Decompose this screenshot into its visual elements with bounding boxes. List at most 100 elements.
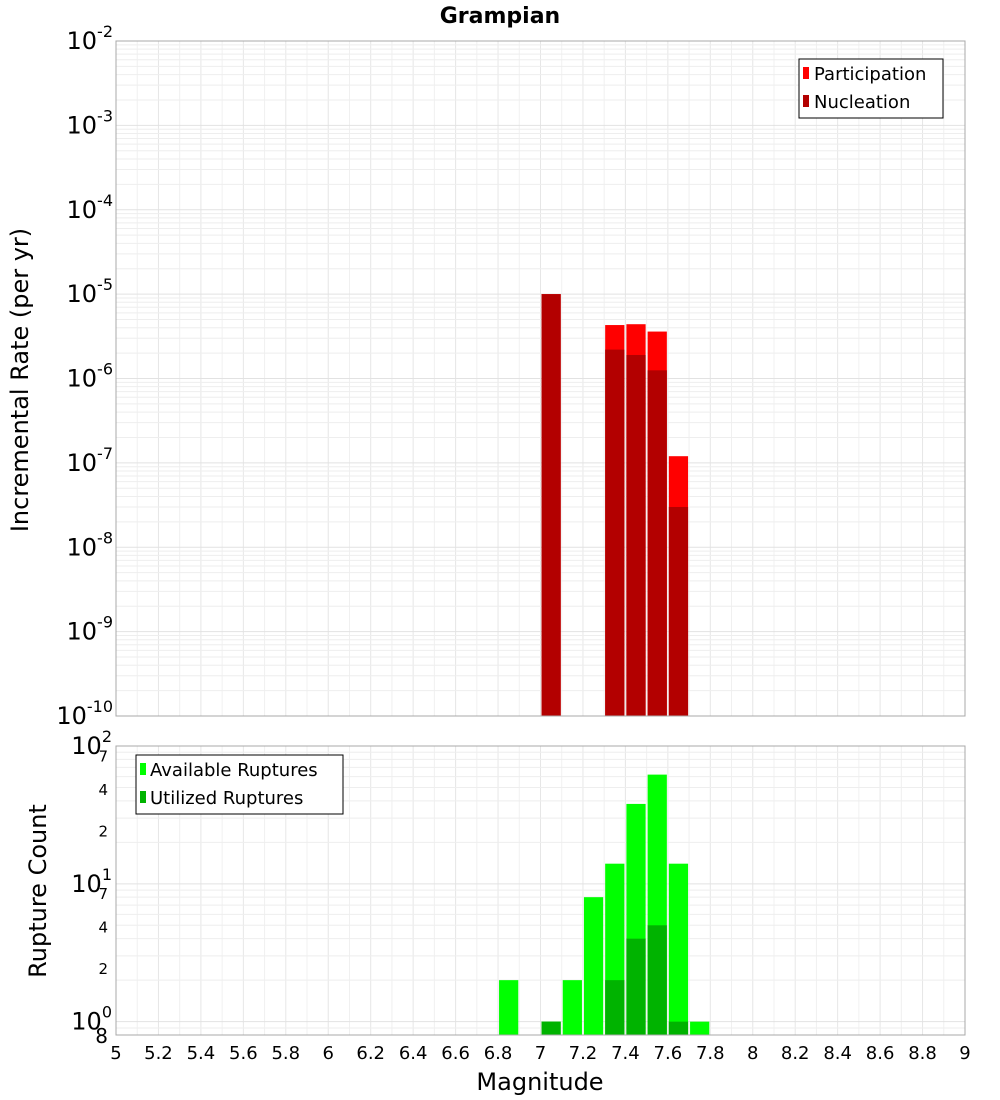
- bottom-plot-border: [115, 745, 966, 1036]
- top-grid: [115, 40, 966, 717]
- top-plot: 10-210-310-410-510-610-710-810-910-10 In…: [6, 22, 966, 730]
- bottom-legend-box: [135, 754, 344, 815]
- x-tick-label: 6.2: [356, 1043, 385, 1064]
- y-tick-label: 100: [71, 1003, 112, 1036]
- top-bars: [541, 294, 689, 716]
- x-tick-label: 7.6: [654, 1043, 683, 1064]
- y-tick-exponent: -6: [97, 360, 113, 379]
- bottom-y-axis-label: Rupture Count: [24, 804, 52, 978]
- bottom-bars: [499, 774, 710, 1035]
- bar-utilized-ruptures: [605, 980, 625, 1035]
- y-tick-exponent: -9: [97, 613, 113, 632]
- chart-title: Grampian: [440, 4, 560, 29]
- y-tick-base: 10: [71, 732, 102, 760]
- y-tick-base: 10: [67, 618, 98, 646]
- x-tick-label: 5.2: [144, 1043, 173, 1064]
- bar-nucleation: [626, 354, 646, 716]
- bar-nucleation: [668, 506, 689, 716]
- y-minor-tick-label: 2: [98, 822, 108, 840]
- y-tick-label: 102: [71, 727, 112, 760]
- x-tick-label: 6: [323, 1043, 334, 1064]
- y-tick-base: 10: [67, 449, 98, 477]
- y-tick-base: 10: [67, 27, 98, 55]
- bar-available-ruptures: [499, 980, 519, 1035]
- x-tick-label: 8.4: [823, 1043, 852, 1064]
- bar-nucleation: [605, 349, 625, 716]
- y-tick-label: 10-4: [67, 191, 114, 224]
- x-tick-label: 6.4: [399, 1043, 428, 1064]
- legend-swatch-utilized-ruptures: [140, 791, 146, 803]
- y-tick-label: 10-7: [67, 444, 114, 477]
- bar-available-ruptures: [583, 897, 604, 1035]
- bar-nucleation: [647, 370, 667, 716]
- y-minor-tick-label: 4: [98, 781, 108, 799]
- x-tick-label: 6.6: [441, 1043, 470, 1064]
- x-tick-label: 5.4: [187, 1043, 216, 1064]
- y-tick-label: 10-5: [67, 275, 114, 308]
- x-tick-label: 7.2: [569, 1043, 598, 1064]
- y-tick-exponent: -2: [97, 22, 113, 41]
- y-tick-label: 10-8: [67, 528, 114, 561]
- y-tick-exponent: -5: [97, 275, 113, 294]
- y-tick-exponent: -8: [97, 528, 113, 547]
- y-minor-tick-label: 7: [98, 885, 108, 903]
- bar-nucleation: [541, 294, 561, 716]
- y-tick-exponent: -4: [97, 191, 113, 210]
- legend-label-utilized-ruptures: Utilized Ruptures: [150, 788, 303, 809]
- y-tick-exponent: -10: [87, 697, 113, 716]
- y-tick-label: 101: [71, 865, 112, 898]
- x-tick-label: 5: [110, 1043, 121, 1064]
- top-legend-box: [798, 58, 944, 119]
- x-tick-label: 8: [747, 1043, 758, 1064]
- legend-swatch-available-ruptures: [140, 763, 146, 775]
- y-minor-tick-label: 2: [98, 960, 108, 978]
- y-tick-base: 10: [56, 702, 87, 730]
- y-tick-label: 10-2: [67, 22, 114, 55]
- bottom-legend: Available Ruptures Utilized Ruptures: [135, 754, 344, 815]
- y-tick-exponent: 1: [102, 865, 112, 884]
- bar-utilized-ruptures: [541, 1021, 561, 1035]
- y-tick-exponent: 0: [102, 1003, 112, 1022]
- y-tick-exponent: -7: [97, 444, 113, 463]
- top-y-axis-label: Incremental Rate (per yr): [6, 228, 34, 532]
- y-tick-exponent: 2: [102, 727, 112, 746]
- bar-available-ruptures: [668, 863, 689, 1035]
- legend-label-available-ruptures: Available Ruptures: [150, 760, 318, 781]
- bar-available-ruptures: [690, 1021, 710, 1035]
- y-tick-label: 10-9: [67, 613, 114, 646]
- y-minor-tick-label: 4: [98, 919, 108, 937]
- y-tick-base: 10: [67, 280, 98, 308]
- y-tick-base: 10: [67, 111, 98, 139]
- x-tick-label: 7.4: [611, 1043, 640, 1064]
- legend-label-nucleation: Nucleation: [814, 92, 910, 113]
- y-tick-base: 10: [67, 533, 98, 561]
- legend-swatch-nucleation: [803, 95, 809, 107]
- x-tick-label: 5.8: [271, 1043, 300, 1064]
- x-tick-label: 8.2: [781, 1043, 810, 1064]
- x-tick-label: 5.6: [229, 1043, 258, 1064]
- bar-available-ruptures: [562, 980, 582, 1035]
- x-axis-label: Magnitude: [476, 1068, 603, 1096]
- x-tick-label: 7.8: [696, 1043, 725, 1064]
- top-legend: Participation Nucleation: [798, 58, 944, 119]
- bar-utilized-ruptures: [626, 938, 646, 1035]
- x-tick-label: 9: [959, 1043, 970, 1064]
- y-tick-base: 10: [71, 1008, 102, 1036]
- x-tick-label: 7: [535, 1043, 546, 1064]
- y-tick-label: 10-6: [67, 360, 114, 393]
- y-tick-label: 10-3: [67, 106, 114, 139]
- y-tick-exponent: -3: [97, 106, 113, 125]
- top-plot-border: [115, 40, 966, 717]
- top-y-ticks: 10-210-310-410-510-610-710-810-910-10: [56, 22, 113, 730]
- legend-swatch-participation: [803, 67, 809, 79]
- x-tick-label: 8.6: [866, 1043, 895, 1064]
- legend-label-participation: Participation: [814, 64, 926, 85]
- bar-utilized-ruptures: [647, 925, 667, 1035]
- x-tick-label: 8.8: [908, 1043, 937, 1064]
- y-minor-tick-label: 7: [98, 747, 108, 765]
- y-tick-base: 10: [67, 196, 98, 224]
- y-tick-label: 10-10: [56, 697, 113, 730]
